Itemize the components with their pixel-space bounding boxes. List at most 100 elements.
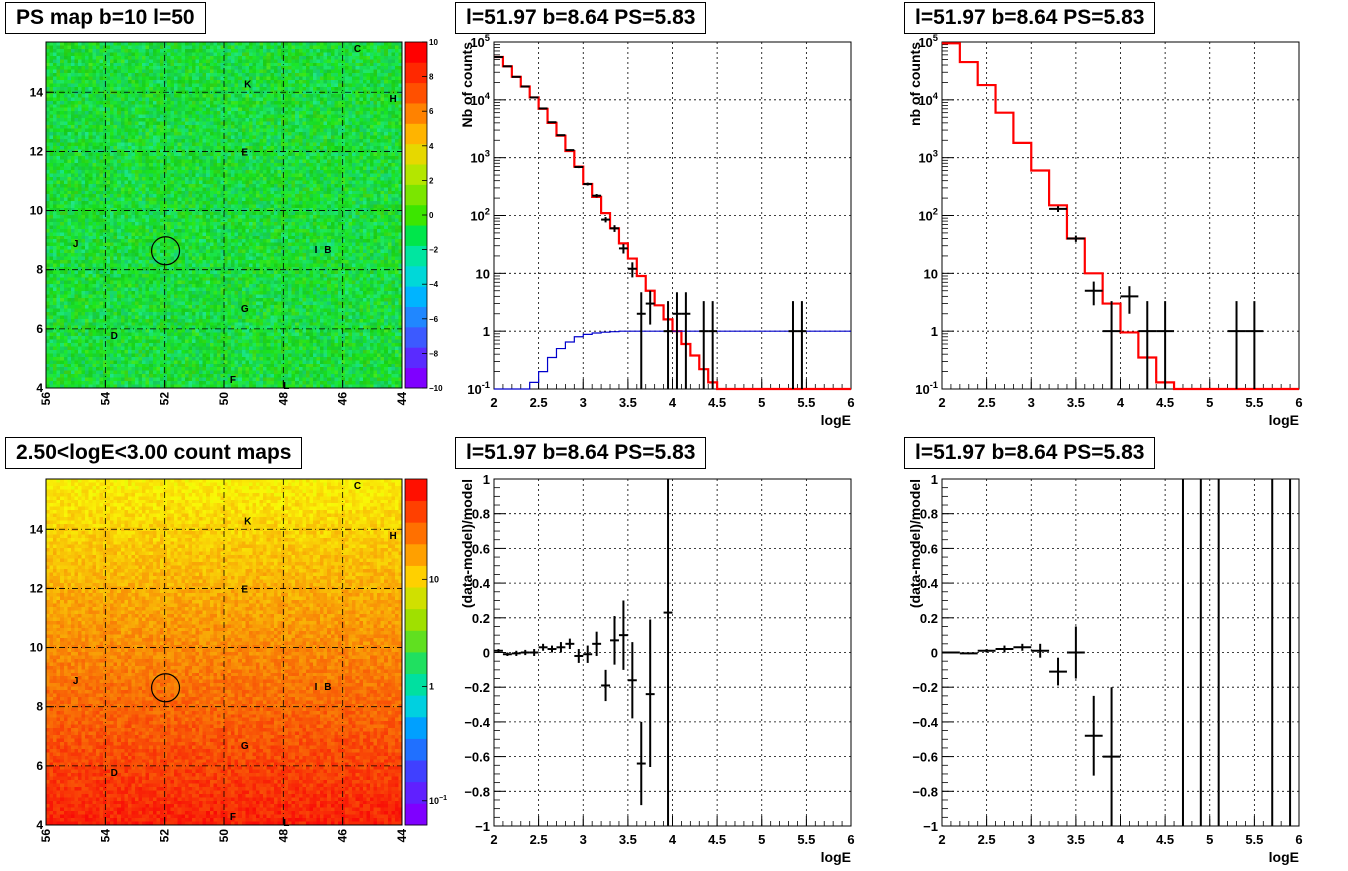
heatmap-cell xyxy=(209,176,214,181)
heatmap-cell xyxy=(92,208,97,212)
heatmap-cell xyxy=(209,73,214,77)
heatmap-cell xyxy=(323,76,328,81)
heatmap-cell xyxy=(323,83,328,88)
heatmap-cell xyxy=(348,80,353,84)
heatmap-cell xyxy=(280,201,285,205)
heatmap-cell xyxy=(277,201,282,205)
heatmap-cell xyxy=(355,152,360,157)
heatmap-cell xyxy=(60,52,65,57)
heatmap-cell xyxy=(295,152,300,157)
heatmap-cell xyxy=(102,204,107,209)
heatmap-cell xyxy=(199,107,203,112)
heatmap-cell xyxy=(195,55,200,60)
heatmap-cell xyxy=(341,48,346,53)
heatmap-cell xyxy=(106,180,111,185)
heatmap-cell xyxy=(135,128,139,133)
heatmap-cell xyxy=(177,55,182,60)
heatmap-cell xyxy=(88,45,93,50)
heatmap-cell xyxy=(195,59,200,64)
heatmap-cell xyxy=(295,204,300,209)
heatmap-cell xyxy=(263,190,268,195)
heatmap-cell xyxy=(394,163,399,167)
heatmap-cell xyxy=(352,201,357,205)
heatmap-cell xyxy=(345,201,349,205)
heatmap-cell xyxy=(359,138,364,143)
heatmap-cell xyxy=(216,159,221,164)
heatmap-cell xyxy=(288,69,292,74)
heatmap-cell xyxy=(252,183,257,188)
heatmap-cell xyxy=(188,62,193,67)
heatmap-cell xyxy=(256,66,260,70)
heatmap-cell xyxy=(391,142,396,147)
heatmap-cell xyxy=(95,86,100,91)
heatmap-cell xyxy=(156,86,161,91)
heatmap-cell xyxy=(177,66,182,70)
heatmap-cell xyxy=(131,86,136,91)
heatmap-cell xyxy=(63,86,68,91)
heatmap-cell xyxy=(181,114,186,119)
heatmap-cell xyxy=(78,156,82,160)
heatmap-cell xyxy=(394,125,399,129)
heatmap-cell xyxy=(323,86,328,91)
heatmap-cell xyxy=(177,194,182,198)
heatmap-cell xyxy=(110,100,114,105)
heatmap-cell xyxy=(206,211,211,216)
heatmap-cell xyxy=(252,156,257,160)
heatmap-cell xyxy=(74,62,79,67)
heatmap-cell xyxy=(81,197,86,202)
heatmap-cell xyxy=(341,187,346,192)
heatmap-cell xyxy=(56,187,61,192)
heatmap-cell xyxy=(366,104,371,109)
heatmap-cell xyxy=(131,125,136,129)
heatmap-cell xyxy=(138,118,143,122)
heatmap-cell xyxy=(191,111,196,115)
heatmap-cell xyxy=(63,180,68,185)
heatmap-cell xyxy=(110,197,114,202)
heatmap-cell xyxy=(60,86,65,91)
heatmap-cell xyxy=(149,93,154,98)
heatmap-cell xyxy=(224,62,228,67)
heatmap-cell xyxy=(60,204,65,209)
heatmap-cell xyxy=(313,45,317,50)
heatmap-cell xyxy=(49,100,54,105)
heatmap-cell xyxy=(309,204,314,209)
heatmap-cell xyxy=(263,125,268,129)
heatmap-cell xyxy=(124,55,129,60)
heatmap-cell xyxy=(88,170,93,174)
heatmap-cell xyxy=(188,170,193,174)
heatmap-cell xyxy=(241,42,246,46)
heatmap-cell xyxy=(95,159,100,164)
heatmap-cell xyxy=(391,125,396,129)
heatmap-cell xyxy=(248,131,253,136)
heatmap-cell xyxy=(110,83,114,88)
heatmap-cell xyxy=(345,83,349,88)
heatmap-cell xyxy=(202,114,207,119)
heatmap-cell xyxy=(131,197,136,202)
heatmap-cell xyxy=(284,152,289,157)
heatmap-cell xyxy=(53,138,57,143)
heatmap-cell xyxy=(220,201,225,205)
heatmap-cell xyxy=(127,159,132,164)
heatmap-cell xyxy=(124,187,129,192)
heatmap-cell xyxy=(252,100,257,105)
heatmap-cell xyxy=(227,176,232,181)
heatmap-cell xyxy=(327,152,332,157)
heatmap-cell xyxy=(355,90,360,95)
heatmap-cell xyxy=(330,201,335,205)
heatmap-cell xyxy=(106,166,111,171)
heatmap-cell xyxy=(127,48,132,53)
heatmap-cell xyxy=(359,42,364,46)
heatmap-cell xyxy=(366,131,371,136)
heatmap-cell xyxy=(309,190,314,195)
heatmap-cell xyxy=(394,170,399,174)
heatmap-cell xyxy=(224,73,228,77)
heatmap-cell xyxy=(46,152,50,157)
heatmap-cell xyxy=(355,121,360,126)
heatmap-cell xyxy=(106,197,111,202)
heatmap-cell xyxy=(359,180,364,185)
heatmap-cell xyxy=(60,159,65,164)
heatmap-cell xyxy=(127,156,132,160)
heatmap-cell xyxy=(377,173,381,178)
heatmap-cell xyxy=(330,204,335,209)
heatmap-cell xyxy=(53,100,57,105)
